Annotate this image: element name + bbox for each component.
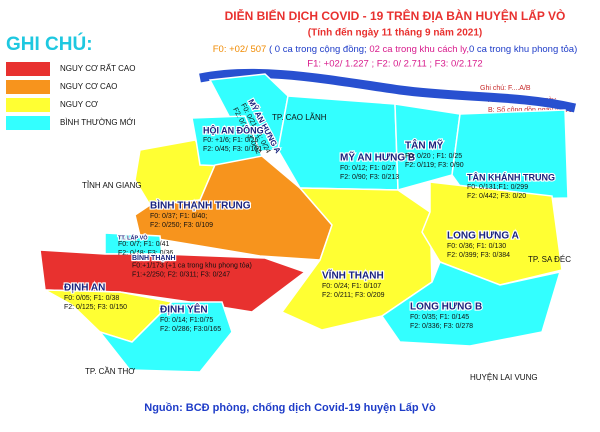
region-stats: F0: 0/12; F1: 0/27 [340,165,395,172]
map [39,73,569,373]
legend-swatch [6,116,50,130]
region-area [280,187,433,331]
place-label: TP. SA ĐÉC [528,255,571,264]
region-area [97,301,233,373]
region-stats: F2: 0/119; F3: 0/90 [405,162,464,169]
region-stats: F2: 0/45; F3: 0/151 [203,146,262,153]
region-stats: F2: 0/442; F3: 0/20 [467,193,526,200]
region-name: HỘI AN ĐÔNG [203,124,264,135]
legend-swatch [6,80,50,94]
place-label: TỈNH AN GIANG [82,181,142,190]
region-name: ĐỊNH YÊN [160,303,208,316]
region-stats: F0: +1/6; F1: 0/26 [203,137,259,144]
region-label: TÂN KHÁNH TRUNG F0: 0/131;F1: 0/299 F2: 0/… [466,170,556,200]
region-name: BÌNH THẠNH [132,253,176,262]
region-name: LONG HƯNG A [447,231,519,242]
region-name: LONG HƯNG B [410,302,482,313]
subtitle: (Tính đến ngày 11 tháng 9 năm 2021) [308,27,483,39]
place-label: TP. CẦN THƠ [85,366,135,376]
region-label: MỸ AN HƯNG BF0: 0/12; F1: 0/27 F2: 0/90; … [339,150,416,181]
region-stats: F0: 0/7; F1: 0/41 [118,241,169,248]
region-stats: F0: 0/37; F1: 0/40; [150,213,207,220]
f0-part: ( 0 ca trong cộng đồng; [266,44,369,55]
region-stats: F2: 0/211; F3: 0/209 [322,292,385,299]
region-name: TÂN KHÁNH TRUNG [467,171,555,182]
f-summary: F1: +02/ 1.227 ; F2: 0/ 2.711 ; F3: 0/2.… [307,59,482,70]
region-stats: F0: 0/36; F1: 0/130 [447,243,506,250]
region-stats: F0: 0/35; F1: 0/145 [410,314,469,321]
region-label: HỘI AN ĐÔNG F0: +1/6; F1: 0/26 F2: 0/45; F… [202,123,265,153]
note-b: B: Số cộng dồn ngày trước [488,105,572,114]
region-area [380,261,562,347]
region-label: LONG HƯNG BF0: 0/35; F1: 0/145 F2: 0/336;… [409,301,483,330]
region-stats: F0: 0/05; F1: 0/38 [64,295,119,302]
legend-swatch [6,62,50,76]
place-label: TP. CAO LÃNH [272,113,327,122]
region-name: BÌNH THẠNH TRUNG [150,199,251,212]
region-name: ĐỊNH AN [64,283,105,294]
region-stats: F2: 0/250; F3: 0/109 [150,222,213,229]
region-stats: F2: 0/90; F3: 0/213 [340,174,399,181]
title: DIỄN BIẾN DỊCH COVID - 19 TRÊN ĐỊA BÀN H… [225,8,566,23]
legend-label: BÌNH THƯỜNG MỚI [60,118,136,127]
f0-part: 0 ca trong khu phong tỏa) [469,44,577,55]
region-stats: F0: 0/20 ; F1: 0/25 [405,153,462,160]
region-stats: F1:+2/250; F2: 0/311; F3: 0/247 [132,271,230,278]
region-stats: F0:+1/173 (+1 ca trong khu phong tỏa) [132,261,252,269]
region-stats: F2: 0/48; F3: 0/36 [118,250,173,257]
region-stats: F0: 0/24; F1: 0/107 [322,283,381,290]
river [199,68,577,113]
region-stats: F0: 0/131;F1: 0/299 [467,184,528,191]
place-label: HUYỆN LAI VUNG [470,373,538,382]
f0-summary: F0: +02/ 507 ( 0 ca trong cộng đồng; 02 … [213,44,578,55]
legend-label: NGUY CƠ RẤT CAO [60,63,135,73]
region-stats: F2: 0/399; F3: 0/384 [447,252,510,259]
legend-title: GHI CHÚ: [6,33,93,55]
region-stats: F2: 0/336; F3: 0/278 [410,323,473,330]
region-name: TT. LẤP VÒ [118,233,148,241]
region-label: LONG HƯNG AF0: 0/36; F1: 0/130 F2: 0/399;… [446,230,520,259]
region-stats: F2: 0/286; F3:0/165 [160,326,221,333]
region-stats: F0: 0/14; F1:0/75 [160,317,213,324]
region-stats: F2: 0/125; F3: 0/150 [64,304,127,311]
region-name: MỸ AN HƯNG B [340,151,415,164]
f0-part: F0: +02/ 507 [213,44,267,55]
legend-label: NGUY CƠ CAO [60,82,117,91]
legend-swatch [6,98,50,112]
region-name: TÂN MỸ [405,139,444,152]
source: Nguồn: BCĐ phòng, chống dịch Covid-19 hu… [144,402,436,414]
region-name: VĨNH THẠNH [322,269,384,282]
f0-part: 02 ca trong khu cách ly, [369,44,469,55]
note-title: Ghi chú: F....A/B [480,85,531,92]
legend-label: NGUY CƠ [60,100,98,109]
